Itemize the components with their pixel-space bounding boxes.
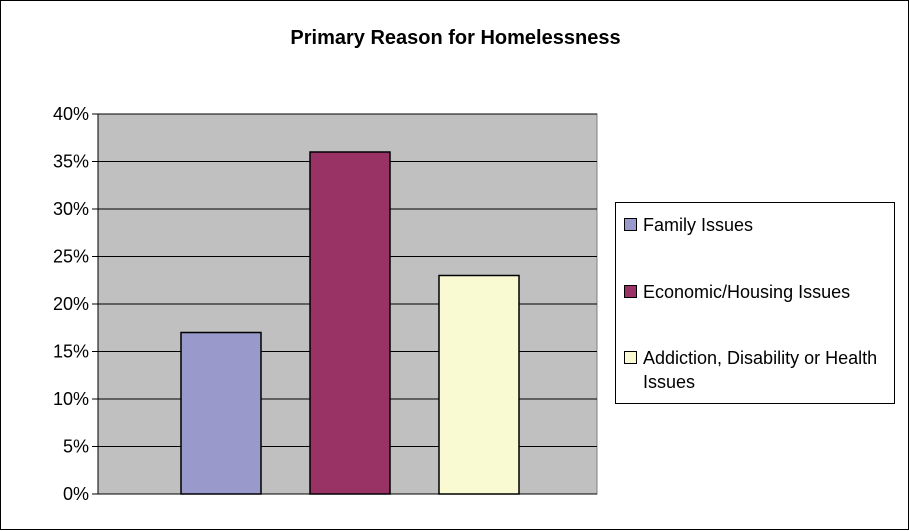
legend-item-economic: Economic/Housing Issues [624,280,850,304]
chart-title: Primary Reason for Homelessness [290,27,621,49]
bar-addiction-disability-or-health-issues [438,274,520,495]
y-tick-label: 0% [63,484,89,504]
legend-swatch-economic [624,285,637,298]
y-tick-label: 5% [63,437,89,457]
legend-item-addiction: Addiction, Disability or Health Issues [624,346,884,394]
legend-label-economic: Economic/Housing Issues [643,282,851,302]
legend-label-family: Family Issues [643,215,754,235]
chart-legend: Family Issues Economic/Housing Issues Ad… [615,202,895,404]
legend-item-family: Family Issues [624,213,753,237]
y-tick-label: 15% [53,342,89,362]
legend-swatch-family [624,218,637,231]
y-tick-label: 25% [53,247,89,267]
y-tick-label: 10% [53,389,89,409]
y-tick-label: 20% [53,294,89,314]
y-tick-label: 40% [53,104,89,124]
legend-label-addiction: Addiction, Disability or Health Issues [643,348,878,392]
bar-economic-housing-issues [309,151,391,495]
bar-family-issues [180,331,262,495]
legend-swatch-addiction [624,351,637,364]
y-tick-label: 35% [53,152,89,172]
y-tick-label: 30% [53,199,89,219]
